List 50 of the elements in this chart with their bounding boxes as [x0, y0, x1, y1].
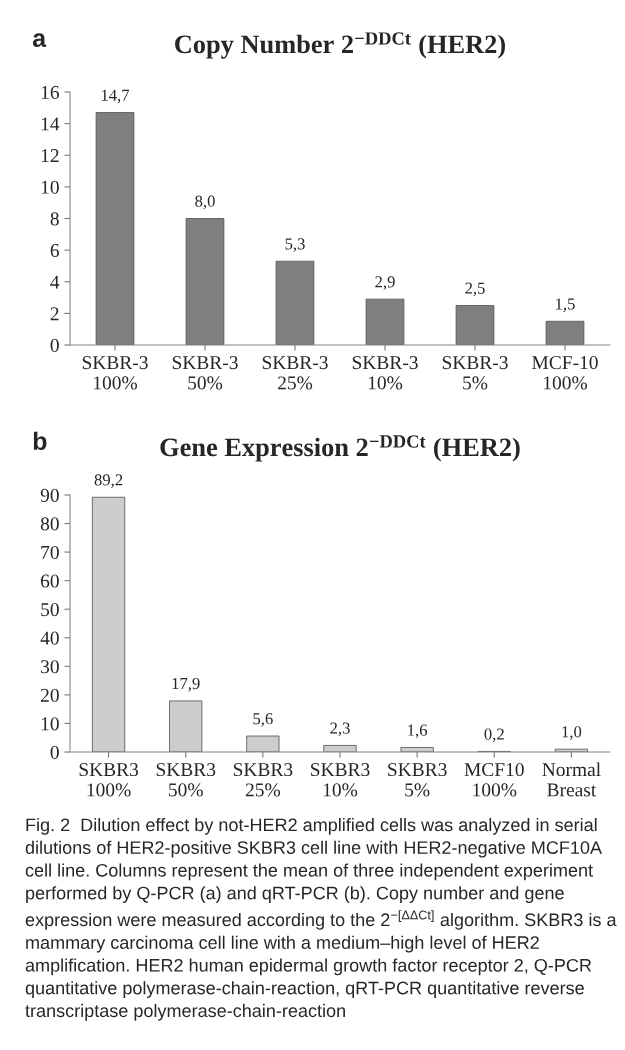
- x-tick-label: MCF10 100%: [464, 762, 524, 797]
- data-label: 1,6: [408, 724, 428, 739]
- y-tick-label: 10: [41, 717, 59, 731]
- chart-title: Copy Number 2$^{−DDCt}$ (HER2): [175, 32, 505, 59]
- x-tick-label: MCF-10 100%: [532, 356, 598, 390]
- y-tick-label: 8: [50, 212, 59, 226]
- y-tick-label: 30: [41, 660, 59, 674]
- x-tick-label: SKBR-3 100%: [82, 356, 148, 390]
- data-label: 5,3: [285, 238, 305, 252]
- data-label: 2,5: [465, 282, 485, 297]
- y-tick-label: 20: [40, 688, 59, 702]
- x-tick-label: SKBR-3 10%: [352, 356, 418, 390]
- y-tick-label: 10: [41, 180, 59, 194]
- y-tick-label: 80: [40, 517, 59, 531]
- y-tick-label: 4: [50, 275, 60, 289]
- y-tick-label: 70: [41, 545, 59, 560]
- y-tick-label: 40: [40, 631, 59, 645]
- y-tick-label: 16: [41, 85, 59, 99]
- y-tick-label: 60: [40, 574, 59, 588]
- x-tick-label: SKBR3 50%: [156, 763, 216, 797]
- data-label: 17,9: [172, 677, 200, 692]
- chart-title: Gene Expression 2$^{−DDCt}$ (HER2): [160, 435, 520, 462]
- text: a: [32, 33, 47, 48]
- x-tick-label: SKBR-3 5%: [442, 356, 508, 390]
- x-tick-label: SKBR-3 50%: [172, 356, 238, 390]
- y-tick-label: 0: [50, 745, 59, 759]
- y-tick-label: 12: [41, 149, 59, 162]
- x-tick-label: SKBR3 25%: [233, 763, 293, 797]
- data-label: 1,0: [562, 726, 582, 740]
- text: Fig. 2 Dilution effect by not-HER2 amplified cells was analyzed in serial dilutions of HER2-positive SKBR3 cell line with HER2-negative MCF10A cell line. Columns represent the mean of three independent experiment performed by Q-PCR (a) and qRT-PCR (b). Copy number and gene expression were measured according to the 2$^{−[ΔΔCt]}$ algorithm. SKBR3 is a mammary carcinoma cell line with a medium–high level of HER2 amplification. HER2 human epidermal growth factor receptor 2, Q-PCR quantitative polymerase-chain-reaction, qRT-PCR quantitative reverse transcriptase polymerase-chain-reaction: [25, 818, 617, 1021]
- y-tick-label: 14: [41, 117, 60, 131]
- data-label: 0,2: [484, 728, 504, 743]
- text: b: [33, 431, 47, 451]
- data-label: 14,7: [101, 89, 130, 104]
- x-tick-label: SKBR-3 25%: [262, 356, 328, 390]
- x-tick-label: Normal Breast: [542, 762, 601, 797]
- data-label: 5,6: [253, 713, 273, 727]
- x-tick-label: SKBR3 5%: [388, 763, 447, 797]
- data-label: 2,9: [375, 276, 395, 290]
- data-label: 89,2: [94, 474, 123, 488]
- data-label: 8,0: [195, 195, 215, 210]
- y-tick-label: 50: [41, 603, 59, 617]
- data-label: 2,3: [330, 722, 350, 737]
- y-tick-label: 6: [50, 244, 59, 258]
- x-tick-label: SKBR3 100%: [79, 763, 139, 797]
- y-tick-label: 0: [50, 338, 59, 352]
- y-tick-label: 90: [40, 488, 59, 502]
- data-label: 1,5: [556, 298, 575, 312]
- y-tick-label: 2: [50, 307, 59, 321]
- x-tick-label: SKBR3 10%: [311, 763, 370, 797]
